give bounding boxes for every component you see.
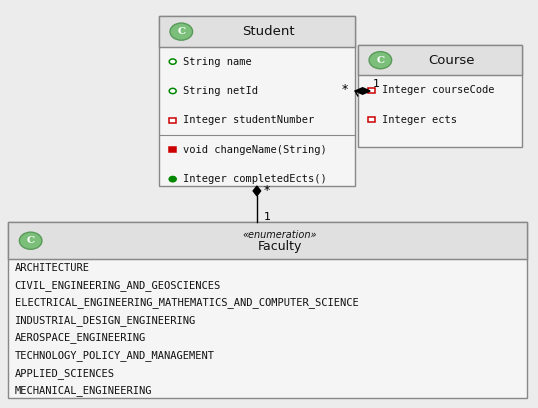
Circle shape: [169, 176, 176, 182]
Text: AEROSPACE_ENGINEERING: AEROSPACE_ENGINEERING: [15, 333, 146, 344]
Text: Integer ects: Integer ects: [382, 115, 457, 124]
Text: Faculty: Faculty: [257, 240, 302, 253]
Text: «enumeration»: «enumeration»: [242, 231, 317, 240]
Polygon shape: [355, 88, 370, 94]
Bar: [358, 45, 522, 147]
Text: C: C: [177, 27, 186, 36]
Bar: [169, 118, 176, 123]
Bar: [358, 45, 522, 75]
Polygon shape: [253, 186, 260, 196]
Text: INDUSTRIAL_DESIGN_ENGINEERING: INDUSTRIAL_DESIGN_ENGINEERING: [15, 315, 196, 326]
Bar: [169, 147, 176, 152]
Text: *: *: [341, 83, 348, 96]
Circle shape: [369, 52, 392, 69]
Bar: [159, 16, 355, 186]
Text: TECHNOLOGY_POLICY_AND_MANAGEMENT: TECHNOLOGY_POLICY_AND_MANAGEMENT: [15, 350, 215, 361]
Text: Integer courseCode: Integer courseCode: [382, 85, 494, 95]
Text: MECHANICAL_ENGINEERING: MECHANICAL_ENGINEERING: [15, 385, 152, 396]
Bar: [369, 117, 376, 122]
Text: Student: Student: [243, 25, 295, 38]
Circle shape: [169, 59, 176, 64]
Text: C: C: [26, 236, 35, 245]
Circle shape: [170, 23, 193, 40]
Text: 1: 1: [264, 213, 271, 222]
Text: *: *: [264, 184, 270, 197]
Text: Course: Course: [428, 54, 475, 67]
Circle shape: [19, 232, 42, 249]
Bar: [8, 222, 527, 398]
Bar: [8, 222, 527, 259]
Bar: [369, 87, 376, 93]
Text: C: C: [376, 55, 385, 65]
Text: 1: 1: [373, 79, 380, 89]
Text: Integer completedEcts(): Integer completedEcts(): [183, 174, 327, 184]
Circle shape: [169, 89, 176, 93]
Text: Integer studentNumber: Integer studentNumber: [183, 115, 314, 125]
Text: CIVIL_ENGINEERING_AND_GEOSCIENCES: CIVIL_ENGINEERING_AND_GEOSCIENCES: [15, 280, 221, 291]
Text: APPLIED_SCIENCES: APPLIED_SCIENCES: [15, 368, 115, 379]
Text: String netId: String netId: [183, 86, 258, 96]
Text: void changeName(String): void changeName(String): [183, 145, 327, 155]
Text: String name: String name: [183, 57, 252, 67]
Text: ARCHITECTURE: ARCHITECTURE: [15, 263, 89, 273]
Bar: [159, 16, 355, 47]
Text: ELECTRICAL_ENGINEERING_MATHEMATICS_AND_COMPUTER_SCIENCE: ELECTRICAL_ENGINEERING_MATHEMATICS_AND_C…: [15, 297, 358, 308]
